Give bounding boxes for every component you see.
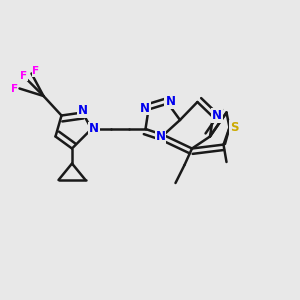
Text: N: N — [155, 130, 166, 143]
Text: F: F — [32, 66, 40, 76]
Text: N: N — [140, 101, 150, 115]
Text: F: F — [11, 83, 18, 94]
Text: N: N — [165, 94, 176, 108]
Text: N: N — [89, 122, 99, 136]
Text: F: F — [20, 70, 28, 81]
Text: N: N — [77, 104, 88, 118]
Text: S: S — [230, 121, 238, 134]
Text: N: N — [212, 109, 222, 122]
